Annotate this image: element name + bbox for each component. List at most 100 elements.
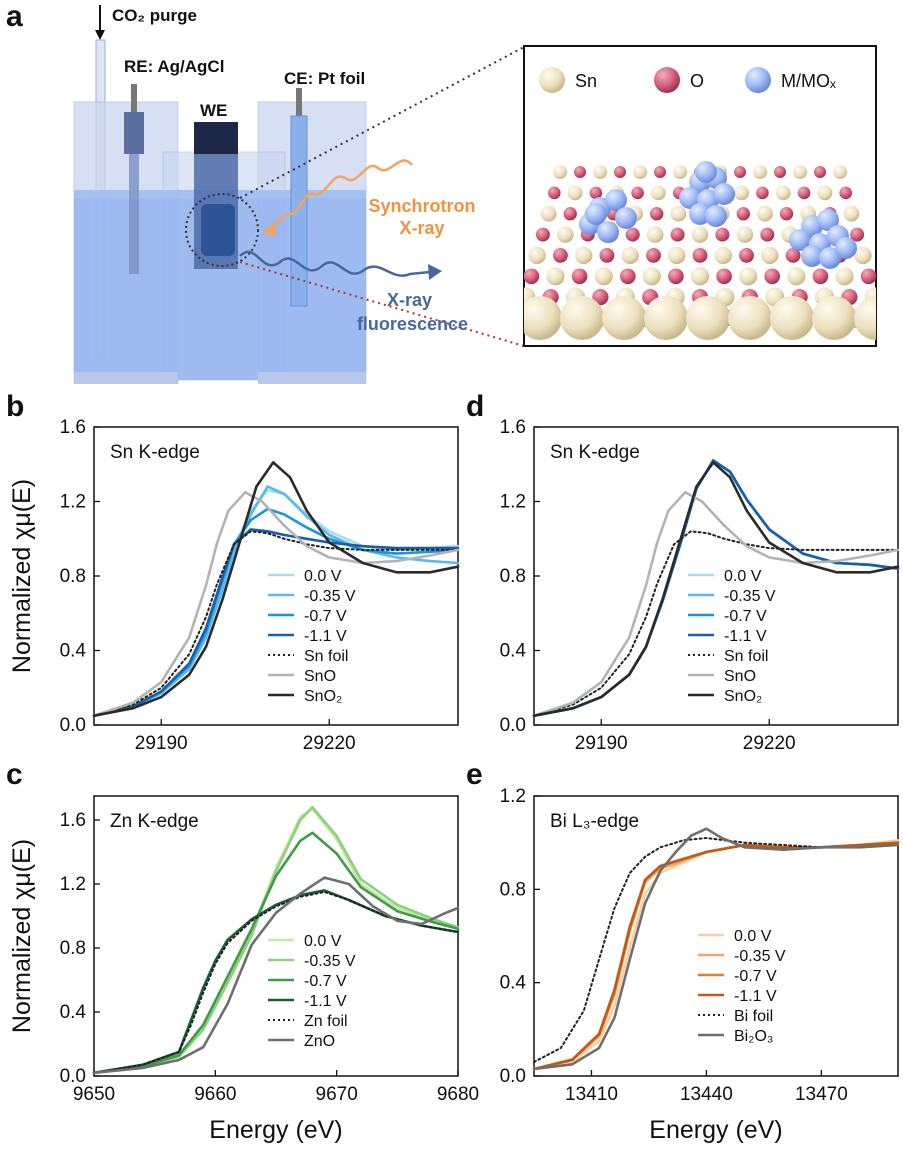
plot-frame [533, 795, 899, 1077]
m-atom [585, 203, 607, 225]
legend-label: 0.0 V [724, 568, 762, 585]
x-axis-title: Energy (eV) [649, 1116, 782, 1144]
m-atom [679, 187, 701, 209]
y-tick-label: 0.8 [500, 879, 526, 900]
legend-label: -1.1 V [304, 628, 347, 645]
m-atom [713, 183, 735, 205]
sn-atom [540, 205, 557, 222]
y-tick-label: 1.2 [500, 492, 526, 513]
panel-label-a: a [6, 0, 23, 33]
series-line--0.35-v [92, 485, 460, 718]
sn-atom [728, 296, 772, 340]
series-line--1.1-v [92, 528, 460, 718]
o-atom [692, 248, 708, 263]
y-tick-label: 0.0 [60, 715, 86, 736]
sn-atom [757, 205, 773, 222]
m-atom [605, 189, 627, 211]
sn-atom [644, 296, 688, 340]
we-label: WE [200, 101, 227, 120]
o-atom [764, 268, 780, 285]
o-atom [850, 227, 865, 242]
o-atom [535, 227, 550, 242]
legend-label: -0.35 V [304, 588, 356, 605]
series-line-0.0-v [92, 488, 460, 718]
sn-atom [567, 185, 583, 201]
o-atom [650, 207, 664, 221]
y-tick-label: 0.4 [500, 973, 527, 994]
plot-area [532, 459, 900, 718]
series-line-bi-o- [532, 827, 900, 1071]
synchrotron-label-line1: Synchrotron [368, 196, 475, 216]
plot-frame [533, 426, 899, 726]
legend-o-label: O [690, 71, 704, 91]
plot-area [92, 805, 460, 1075]
legend-label: -0.7 V [734, 968, 777, 985]
plot-frame [93, 795, 459, 1077]
x-tick-label: 9670 [316, 1084, 358, 1105]
o-atom [670, 227, 685, 242]
m-atom [801, 245, 823, 267]
legend-label: SnO [724, 668, 756, 685]
y-tick-label: 0.0 [500, 1066, 526, 1087]
y-tick-label: 0.8 [60, 938, 86, 959]
sn-atom [854, 246, 872, 265]
o-atom [736, 207, 750, 221]
legend: 0.0 V -0.35 V -0.7 V -1.1 V Bi foil Bi₂O₃ [698, 928, 786, 1045]
m-atom [789, 229, 811, 251]
legend-label: SnO₂ [304, 688, 342, 705]
sn-atom [642, 267, 661, 286]
legend-m-atom [745, 67, 771, 93]
x-tick-label: 13410 [565, 1084, 618, 1105]
legend-label: Bi₂O₃ [734, 1028, 773, 1045]
legend-label: -0.7 V [304, 608, 347, 625]
sn-atom [843, 205, 860, 222]
o-atom [571, 268, 588, 285]
x-tick-label: 29190 [135, 733, 188, 754]
o-atom [716, 268, 732, 285]
panel-a-schematic: a CO₂ purge RE: Ag/AgCl [6, 0, 877, 384]
fluorescence-label-line1: X-ray [387, 290, 432, 310]
o-atom [574, 166, 586, 178]
legend-label: -0.35 V [724, 588, 776, 605]
y-tick-label: 0.8 [500, 566, 526, 587]
o-atom [756, 186, 769, 200]
m-atom [819, 247, 841, 269]
legend-label: -1.1 V [734, 988, 777, 1005]
zoom-line-bottom [239, 261, 525, 347]
o-atom [646, 248, 661, 263]
y-tick-label: 1.2 [60, 492, 86, 513]
sn-atom [646, 226, 664, 243]
edge-title: Bi L₃-edge [550, 811, 639, 832]
sn-atom [557, 226, 574, 243]
y-tick-label: 0.4 [60, 641, 87, 662]
y-tick-label: 1.2 [500, 786, 526, 807]
m-atom [817, 209, 839, 231]
edge-title: Sn K-edge [550, 442, 640, 463]
o-atom [734, 166, 746, 178]
sn-atom [621, 246, 639, 265]
o-atom [797, 186, 811, 200]
o-atom [654, 166, 666, 178]
legend-label: -0.7 V [304, 973, 347, 990]
chart-panel-b: 0.0 0.4 0.8 1.2 1.6 29190 29220 Sn K-edge Normal… [8, 417, 460, 754]
x-tick-label: 9680 [437, 1084, 479, 1105]
y-tick-label: 1.6 [60, 810, 86, 831]
sn-atom [575, 246, 593, 265]
sn-surface-slab [524, 161, 876, 340]
series-line-sno- [92, 461, 460, 718]
sn-atom [553, 165, 567, 179]
series-line--1.1-v [92, 889, 460, 1075]
surface-model-inset: Sn O M/MOₓ [523, 45, 877, 347]
o-atom [553, 248, 568, 263]
reference-electrode [124, 84, 144, 274]
o-atom [812, 268, 829, 285]
panel-label-c: c [6, 758, 23, 791]
sn-atom [528, 246, 546, 265]
legend-o-atom [654, 67, 680, 93]
m-atom [695, 161, 717, 183]
sn-atom [670, 205, 687, 222]
legend-label: Sn foil [304, 648, 348, 665]
chart-panel-e: 0.0 0.4 0.8 1.2 13410 13440 13470 Bi L₃-edge Ene… [500, 786, 900, 1144]
o-atom [739, 248, 754, 263]
